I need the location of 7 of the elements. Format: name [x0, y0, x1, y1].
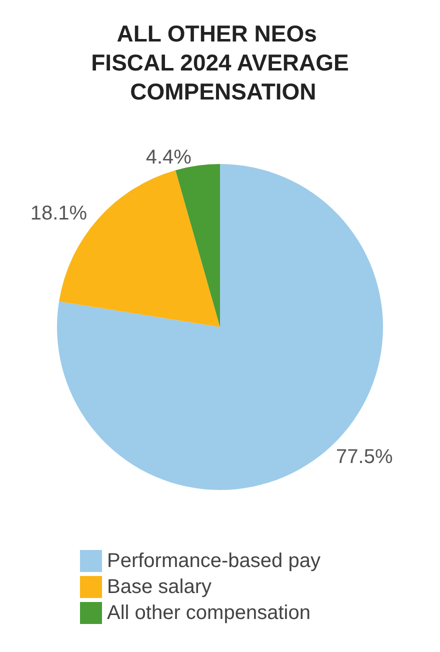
chart-title: ALL OTHER NEOs FISCAL 2024 AVERAGE COMPENSATION: [91, 20, 349, 104]
data-label: 18.1%: [30, 202, 88, 225]
data-label: 77.5%: [336, 446, 393, 468]
legend-label: Performance-based pay: [107, 550, 320, 572]
data-label: 4.4%: [146, 146, 192, 169]
legend-label: Base salary: [107, 576, 212, 598]
legend-label: All other compensation: [107, 602, 310, 624]
